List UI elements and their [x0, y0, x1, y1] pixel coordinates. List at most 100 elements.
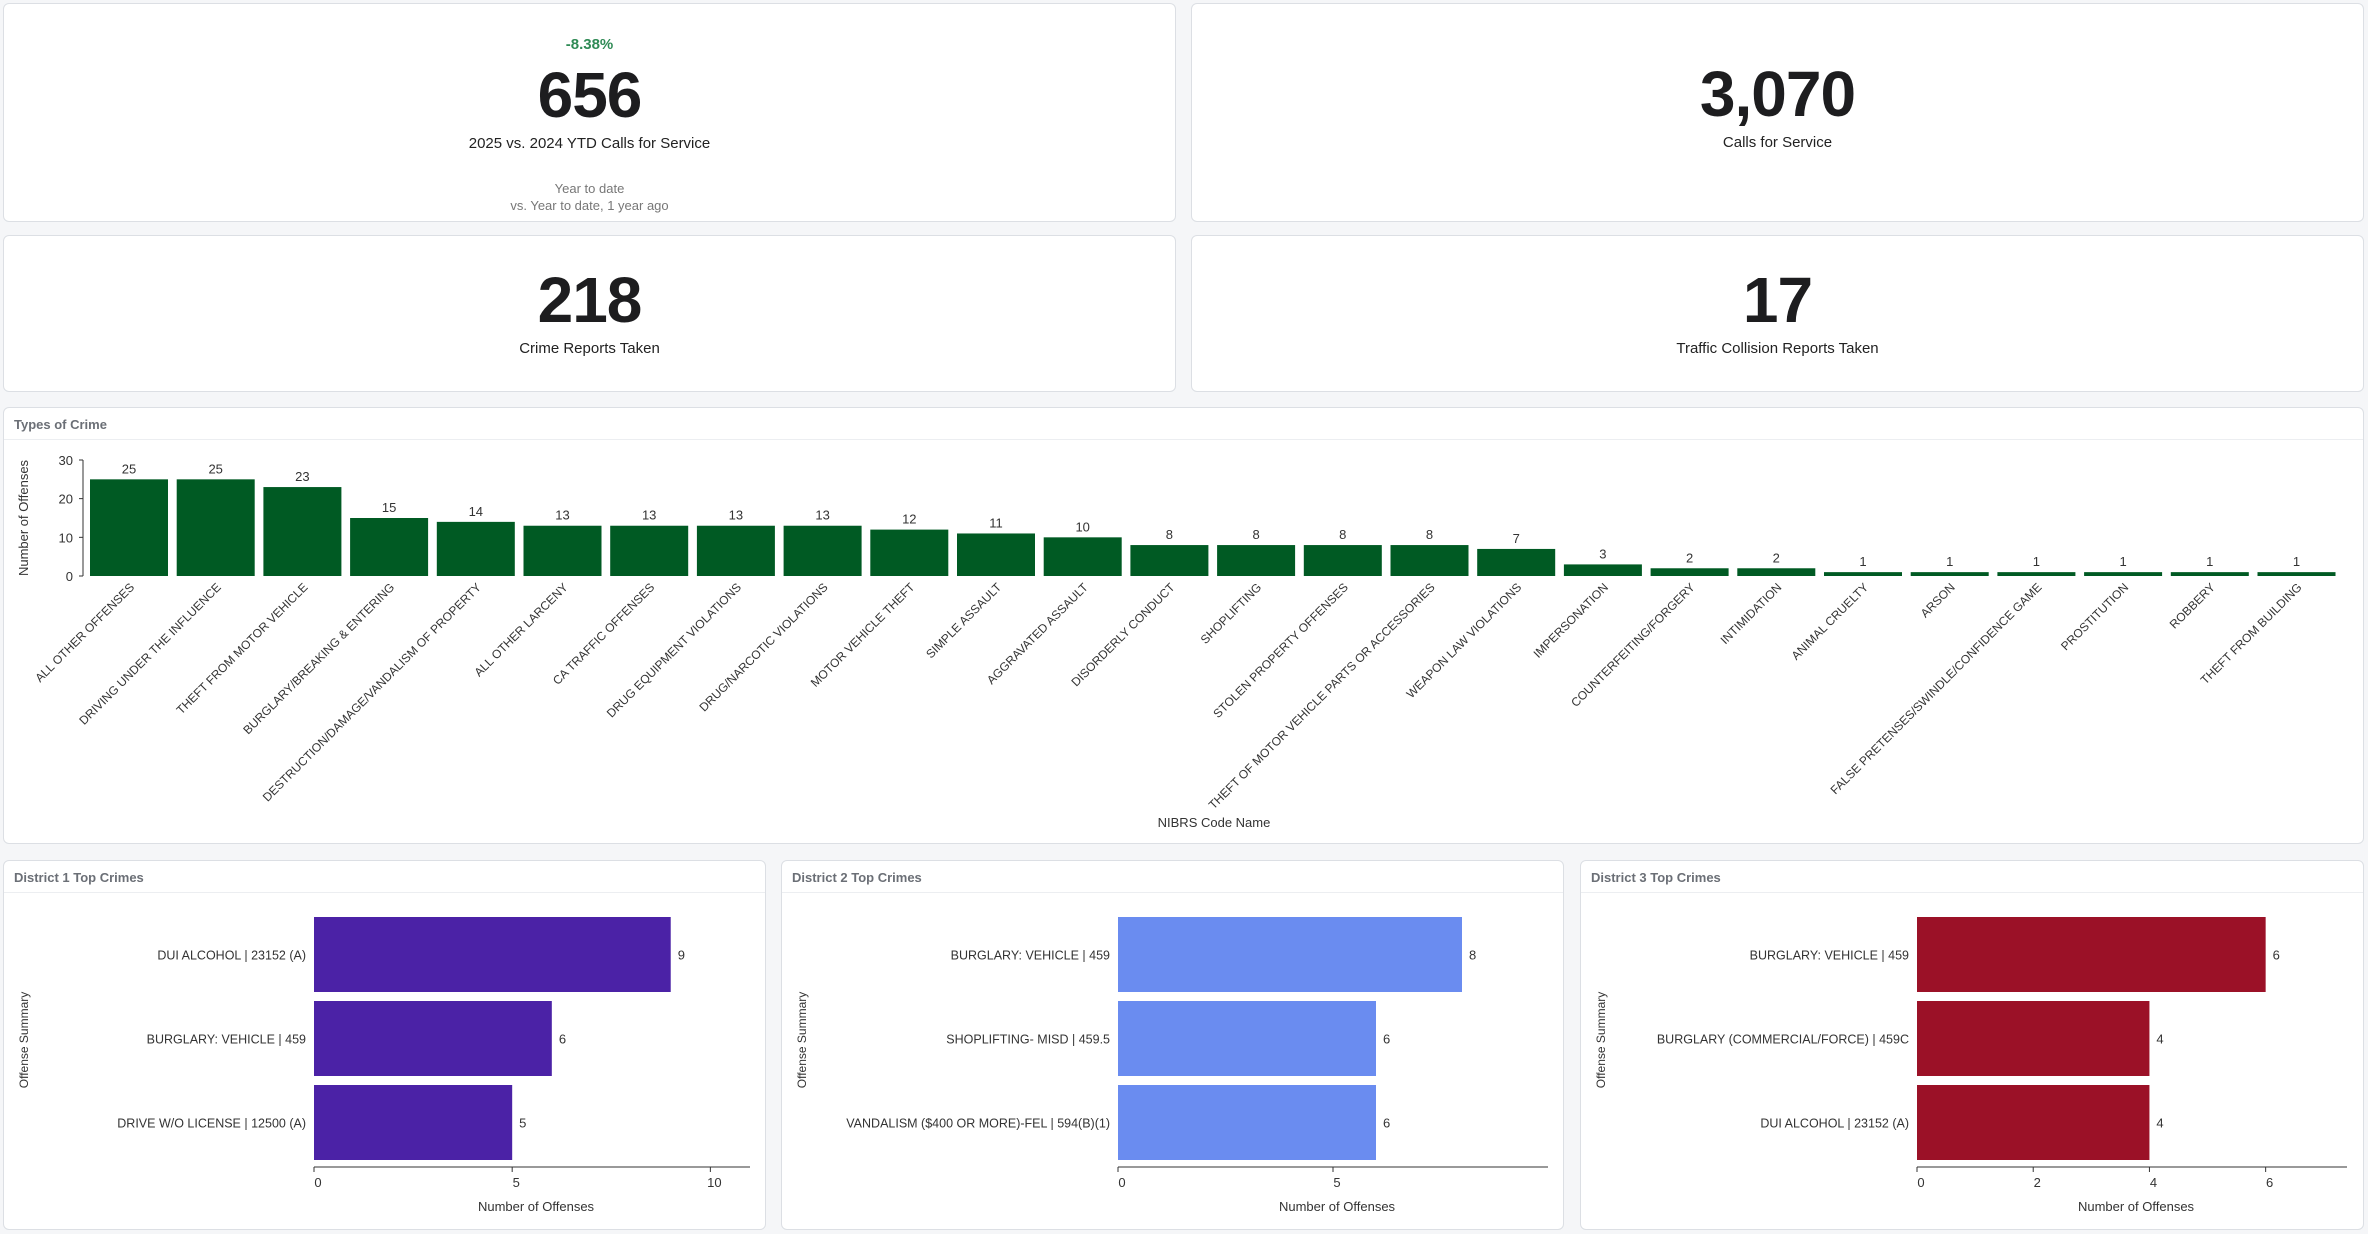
bar [350, 518, 429, 576]
data-label: 8 [1252, 527, 1259, 542]
bar [1917, 1085, 2150, 1160]
chart-title: Types of Crime [14, 417, 107, 432]
bar [2170, 572, 2249, 576]
y-tick-label: 0 [66, 569, 73, 584]
y-tick-label: DUI ALCOHOL | 23152 (A) [1760, 1117, 1909, 1131]
x-tick-label: ANIMAL CRUELTY [1789, 580, 1872, 663]
bar [176, 479, 255, 576]
x-tick-label: 0 [1917, 1175, 1924, 1190]
title-divider [782, 892, 1563, 893]
bar [2084, 572, 2163, 576]
kpi-period: Year to date [554, 181, 625, 196]
x-tick-label: SHOPLIFTING [1198, 580, 1264, 646]
x-tick-label: 5 [513, 1175, 520, 1190]
bar [610, 525, 689, 576]
data-label: 3 [1599, 546, 1606, 561]
data-label: 6 [1383, 1116, 1390, 1131]
bar [314, 1001, 552, 1076]
data-label: 10 [1075, 519, 1089, 534]
y-tick-label: SHOPLIFTING- MISD | 459.5 [946, 1033, 1110, 1047]
bar [1130, 545, 1209, 576]
kpi-label: Calls for Service [1722, 134, 1833, 151]
x-tick-label: ALL OTHER OFFENSES [32, 580, 137, 685]
district-1-chart: 9 DUI ALCOHOL | 23152 (A) 6 BURGLARY: VEHIC… [17, 917, 750, 1214]
y-tick-label: 20 [59, 492, 73, 507]
y-axis-label: Offense Summary [17, 992, 31, 1088]
x-tick-label: STOLEN PROPERTY OFFENSES [1210, 580, 1351, 721]
district-3-chart: 6 BURGLARY: VEHICLE | 459 4 BURGLARY (COMME… [1594, 917, 2347, 1214]
bar [263, 487, 342, 576]
types-of-crime-chart: 0 10 20 30 Number of Offenses 25 ALL OTHER OFF… [16, 453, 2336, 830]
data-label: 8 [1339, 527, 1346, 542]
kpi-comparison-period: vs. Year to date, 1 year ago [510, 198, 669, 213]
data-label: 1 [2293, 554, 2300, 569]
data-label: 13 [815, 508, 829, 523]
x-axis-label: Number of Offenses [2078, 1199, 2195, 1214]
bar [314, 917, 671, 992]
district-2-card: District 2 Top Crimes 8 BURGLARY: VEHICLE… [781, 860, 1564, 1230]
data-label: 8 [1166, 527, 1173, 542]
chart-title: District 2 Top Crimes [792, 870, 922, 885]
chart-title: District 3 Top Crimes [1591, 870, 1721, 885]
x-tick-label: 5 [1333, 1175, 1340, 1190]
data-label: 2 [1686, 550, 1693, 565]
data-label: 14 [469, 504, 483, 519]
data-label: 1 [2033, 554, 2040, 569]
y-tick-label: VANDALISM ($400 OR MORE)-FEL | 594(B)(1) [846, 1117, 1110, 1131]
data-label: 4 [2156, 1116, 2163, 1131]
data-label: 2 [1773, 550, 1780, 565]
x-tick-label: BURGLARY/BREAKING & ENTERING [240, 580, 397, 737]
bar [523, 525, 602, 576]
x-tick-label: IMPERSONATION [1531, 580, 1611, 660]
data-label: 1 [1859, 554, 1866, 569]
kpi-card-ytd-calls: -8.38% 656 2025 vs. 2024 YTD Calls for S… [3, 3, 1176, 222]
data-label: 6 [1383, 1032, 1390, 1047]
kpi-delta: -8.38% [565, 36, 614, 53]
y-tick-label: DUI ALCOHOL | 23152 (A) [157, 949, 306, 963]
types-of-crime-card: Types of Crime 0 10 20 30 Number of Offenses… [3, 407, 2364, 844]
x-tick-label: FALSE PRETENSES/SWINDLE/CONFIDENCE GAME [1828, 580, 2045, 797]
kpi-card-crime-reports: 218 Crime Reports Taken [3, 235, 1176, 392]
x-tick-label: AGGRAVATED ASSAULT [984, 580, 1091, 687]
bar [1917, 1001, 2150, 1076]
x-tick-label: 0 [1118, 1175, 1125, 1190]
y-axis-label: Number of Offenses [16, 459, 31, 576]
title-divider [1581, 892, 2363, 893]
x-tick-label: INTIMIDATION [1718, 580, 1785, 647]
x-tick-label: 2 [2034, 1175, 2041, 1190]
bar [1824, 572, 1902, 576]
bar [436, 521, 515, 576]
data-label: 25 [122, 461, 136, 476]
y-tick-label: BURGLARY: VEHICLE | 459 [951, 949, 1110, 963]
x-tick-label: ALL OTHER LARCENY [471, 580, 570, 679]
data-label: 6 [559, 1032, 566, 1047]
x-tick-label: DISORDERLY CONDUCT [1068, 580, 1178, 690]
data-label: 9 [678, 948, 685, 963]
data-label: 13 [555, 508, 569, 523]
y-axis-label: Offense Summary [795, 992, 809, 1088]
data-label: 6 [2273, 948, 2280, 963]
bar [1303, 545, 1382, 576]
bar [1390, 545, 1469, 576]
x-tick-label: DRUG EQUIPMENT VIOLATIONS [604, 580, 744, 720]
bar [314, 1085, 513, 1160]
bar [1997, 572, 2076, 576]
bar [90, 479, 168, 576]
bar [2257, 572, 2336, 576]
x-tick-label: PROSTITUTION [2058, 580, 2131, 653]
district-3-card: District 3 Top Crimes 6 BURGLARY: VEHICLE… [1580, 860, 2364, 1230]
kpi-card-calls: 3,070 Calls for Service [1191, 3, 2364, 222]
kpi-value: 3,070 [1699, 58, 1856, 130]
data-label: 13 [642, 508, 656, 523]
y-tick-label: BURGLARY: VEHICLE | 459 [147, 1033, 306, 1047]
x-tick-label: CA TRAFFIC OFFENSES [550, 580, 657, 687]
bar [1118, 1001, 1376, 1076]
x-tick-label: 0 [314, 1175, 321, 1190]
x-tick-label: 10 [707, 1175, 721, 1190]
data-label: 4 [2156, 1032, 2163, 1047]
title-divider [4, 892, 765, 893]
kpi-value: 17 [1742, 264, 1813, 336]
data-label: 11 [989, 515, 1003, 530]
x-axis-label: Number of Offenses [1279, 1199, 1396, 1214]
data-label: 7 [1513, 531, 1520, 546]
